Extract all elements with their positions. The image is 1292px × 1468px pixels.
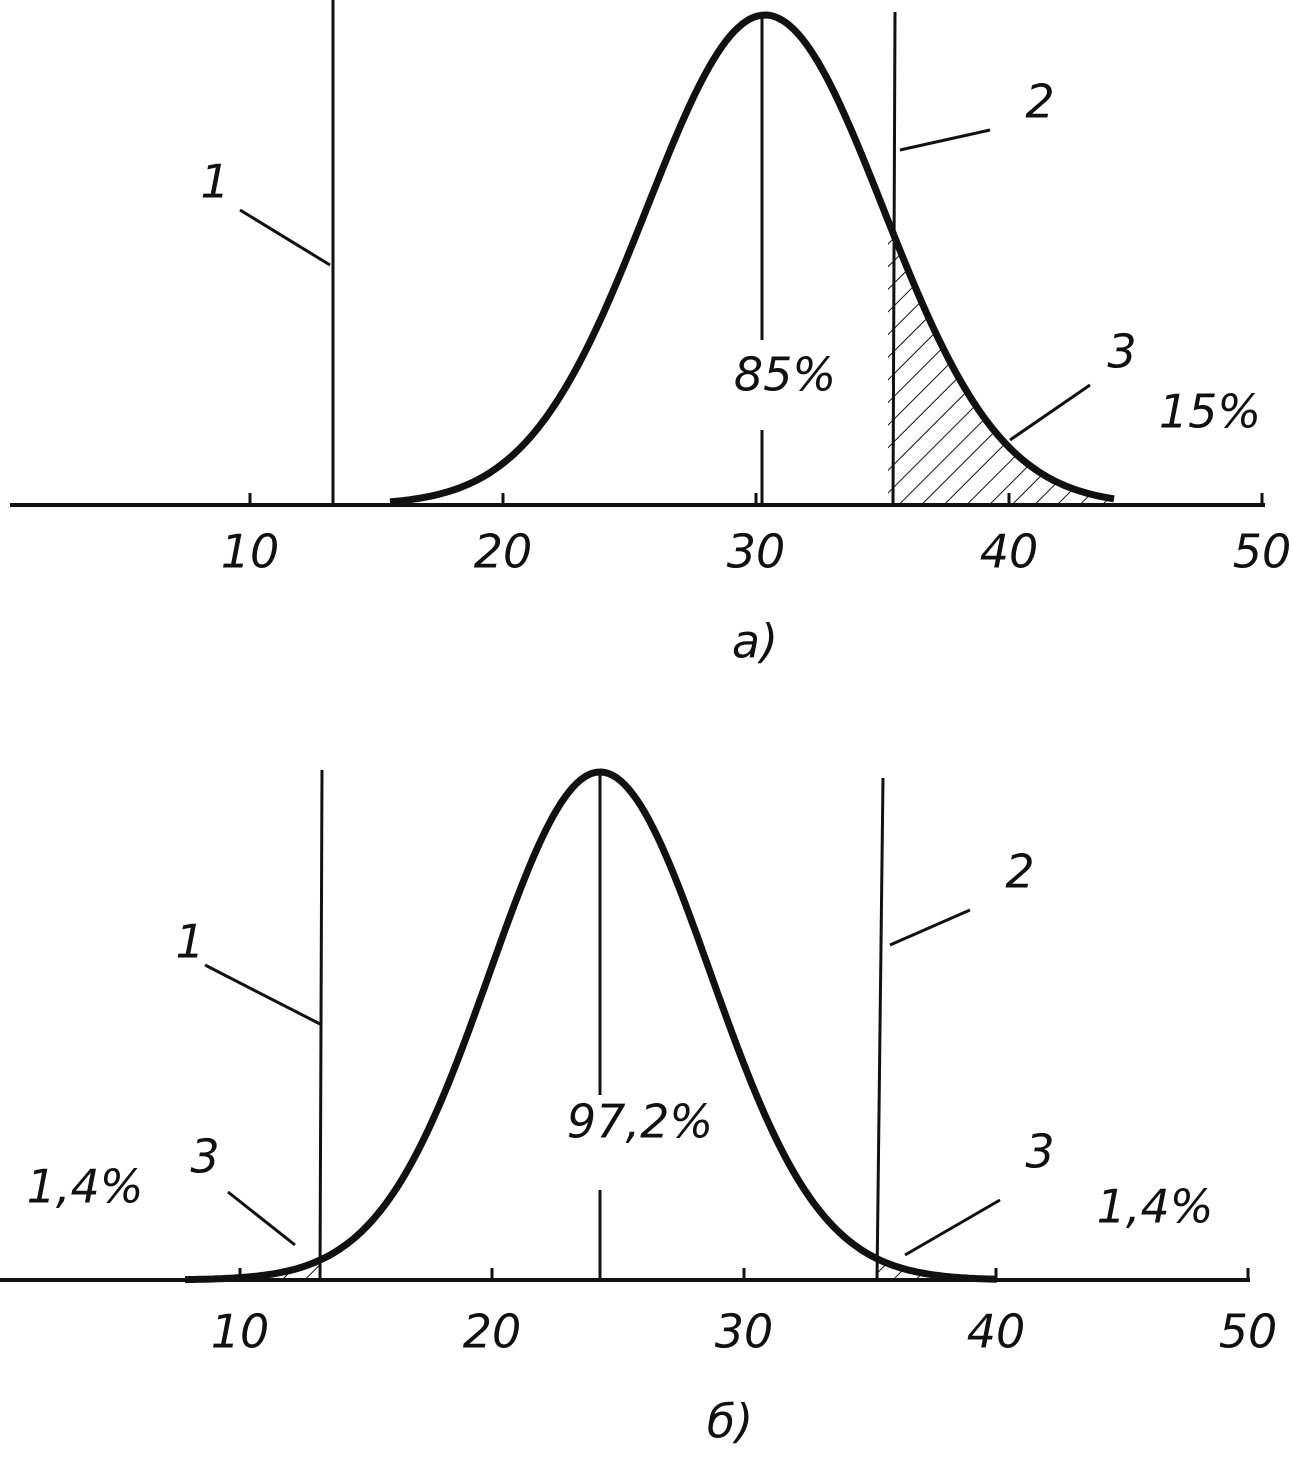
tick-label: 10 (211, 1305, 270, 1359)
tick-label: 30 (727, 525, 786, 579)
distribution-curve (184, 768, 998, 1284)
tail-area (877, 1258, 995, 1280)
limit-line (875, 777, 885, 1281)
leader (904, 1198, 1001, 1257)
callout: 3 (1107, 325, 1136, 379)
leader (1009, 383, 1091, 442)
tail-area (235, 1260, 320, 1280)
leader (227, 1190, 296, 1247)
tick-label: 50 (1219, 1305, 1278, 1359)
caption: б) (707, 1395, 753, 1449)
callout: 1 (200, 155, 229, 209)
tick-label: 30 (715, 1305, 774, 1359)
callout: 2 (1025, 75, 1054, 129)
leader (889, 908, 971, 947)
tick-label: 10 (221, 525, 280, 579)
tick-label: 40 (980, 525, 1039, 579)
center-label: 97,2% (567, 1095, 713, 1149)
callout: 3 (1025, 1125, 1054, 1179)
tick-label: 20 (474, 525, 533, 579)
tail-label: 1,4% (1097, 1180, 1214, 1234)
callout: 2 (1005, 845, 1034, 899)
callout: 1 (175, 915, 204, 969)
distribution-curve (389, 11, 1115, 506)
center-label: 85% (734, 348, 836, 402)
tick-label: 40 (967, 1305, 1026, 1359)
leader (239, 208, 331, 267)
leader (204, 963, 323, 1027)
tail-area (888, 220, 1115, 505)
caption: а) (732, 615, 778, 669)
limit-line (891, 11, 897, 506)
leader (899, 128, 991, 152)
tail-label: 1,4% (27, 1160, 144, 1214)
callout: 3 (190, 1130, 219, 1184)
tail-label: 15% (1159, 385, 1261, 439)
tick-label: 20 (463, 1305, 522, 1359)
tick-label: 50 (1233, 525, 1292, 579)
